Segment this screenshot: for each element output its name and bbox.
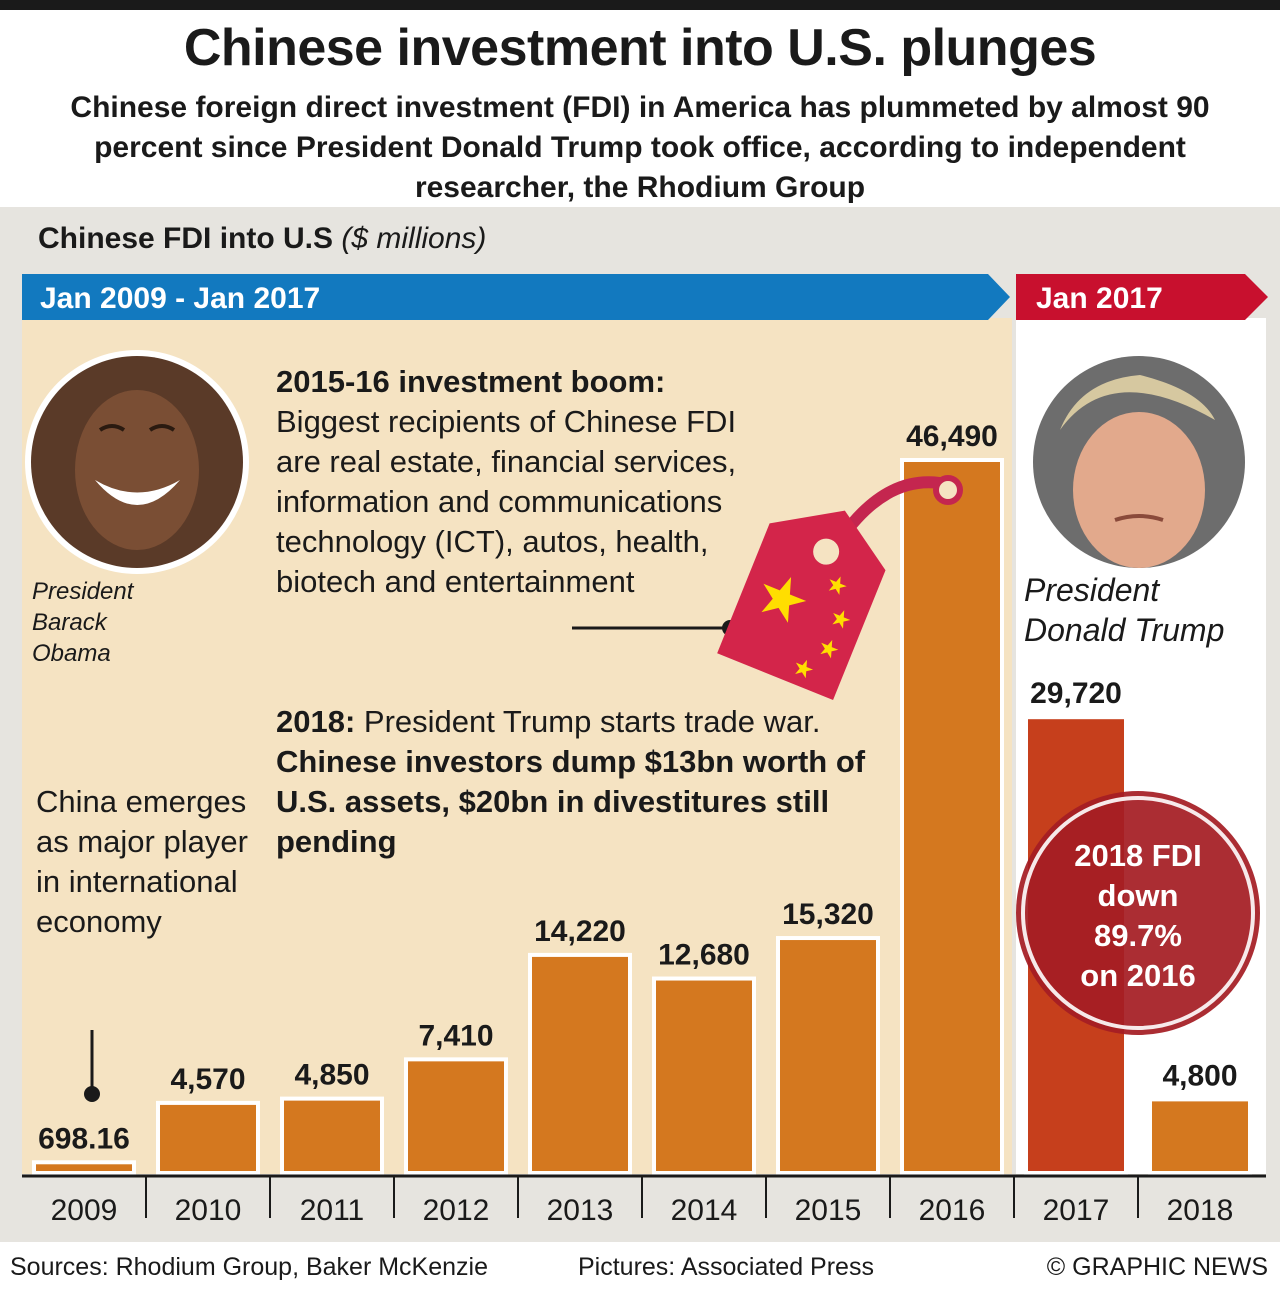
obama-caption: President Barack Obama xyxy=(32,578,134,667)
bar-2013 xyxy=(528,952,632,1175)
value-label-2013: 14,220 xyxy=(534,915,626,948)
badge-line-4: on 2016 xyxy=(1080,958,1195,993)
china-leader-dot xyxy=(84,1086,100,1102)
trump-portrait xyxy=(1027,350,1251,574)
value-label-2016: 46,490 xyxy=(906,420,998,453)
value-label-2012: 7,410 xyxy=(418,1019,493,1052)
obama-era-arrow xyxy=(22,274,1010,320)
value-label-group: 698.16 4,570 4,850 7,410 14,220 12,680 15,320 4… xyxy=(38,420,1237,1155)
chart-title: Chinese FDI into U.S ($ millions) xyxy=(38,222,487,255)
footer-credit: © GRAPHIC NEWS xyxy=(1046,1253,1268,1281)
trump-caption: President Donald Trump xyxy=(1024,572,1225,648)
value-label-2009: 698.16 xyxy=(38,1122,130,1155)
tick-label-2018: 2018 xyxy=(1167,1194,1234,1227)
trump-era-arrow xyxy=(1016,274,1268,320)
boom-annotation: 2015-16 investment boom: Biggest recipien… xyxy=(276,364,737,599)
badge-line-2: down xyxy=(1098,878,1179,913)
tick-label-2017: 2017 xyxy=(1043,1194,1110,1227)
china-annotation: China emerges as major player in interna… xyxy=(36,784,248,939)
badge-line-1: 2018 FDI xyxy=(1074,838,1202,873)
tick-label-2010: 2010 xyxy=(175,1194,242,1227)
top-rule xyxy=(0,0,1280,10)
bar-2016 xyxy=(900,458,1004,1175)
value-label-2018: 4,800 xyxy=(1162,1059,1237,1092)
page-subtitle: Chinese foreign direct investment (FDI) … xyxy=(70,91,1210,204)
badge-line-3: 89.7% xyxy=(1094,918,1182,953)
obama-era-label: Jan 2009 - Jan 2017 xyxy=(40,282,320,315)
bar-2015 xyxy=(776,936,880,1175)
tick-label-2013: 2013 xyxy=(547,1194,614,1227)
bar-2011 xyxy=(280,1096,384,1175)
value-label-2017: 29,720 xyxy=(1030,677,1122,710)
bar-2012 xyxy=(404,1057,508,1176)
tick-label-2009: 2009 xyxy=(51,1194,118,1227)
tick-label-2011: 2011 xyxy=(300,1194,365,1227)
bar-2014 xyxy=(652,976,756,1175)
china-price-tag-icon: ★ ★ ★ ★ ★ xyxy=(717,475,963,701)
value-label-2015: 15,320 xyxy=(782,898,874,931)
bar-2009 xyxy=(32,1160,136,1176)
bar-2018 xyxy=(1148,1097,1252,1175)
value-label-2010: 4,570 xyxy=(170,1063,245,1096)
bar-2010 xyxy=(156,1100,260,1176)
value-label-2011: 4,850 xyxy=(294,1059,369,1092)
footer-sources: Sources: Rhodium Group, Baker McKenzie xyxy=(10,1253,488,1281)
tick-label-2015: 2015 xyxy=(795,1194,862,1227)
footer-pictures: Pictures: Associated Press xyxy=(578,1253,874,1281)
page-title: Chinese investment into U.S. plunges xyxy=(183,19,1097,77)
obama-portrait xyxy=(25,350,249,574)
trade-war-annotation: 2018: President Trump starts trade war. … xyxy=(276,704,866,859)
tick-label-2012: 2012 xyxy=(423,1194,490,1227)
tick-label-2016: 2016 xyxy=(919,1194,986,1227)
value-label-2014: 12,680 xyxy=(658,939,750,972)
trump-era-label: Jan 2017 xyxy=(1036,282,1163,315)
tick-label-group: 2009 2010 2011 2012 2013 2014 2015 2016 2017 2018 xyxy=(51,1176,1234,1227)
decline-badge: 2018 FDI down 89.7% on 2016 xyxy=(1016,791,1260,1035)
tick-label-2014: 2014 xyxy=(671,1194,738,1227)
